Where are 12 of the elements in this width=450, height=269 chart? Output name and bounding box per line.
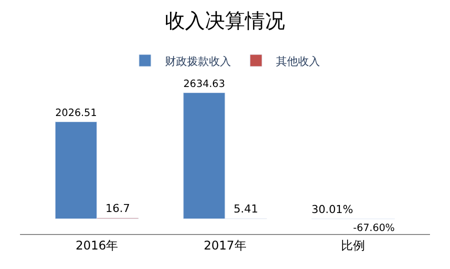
x-tick-label: 2017年: [204, 238, 246, 252]
chart-title: 收入决算情况: [165, 8, 285, 32]
data-label: -67.60%: [353, 222, 395, 234]
x-tick-label: 2016年: [76, 238, 118, 252]
data-label: 16.7: [105, 202, 130, 216]
data-label: 5.41: [234, 202, 258, 216]
x-tick-label: 比例: [341, 238, 366, 252]
data-label: 2634.63: [183, 78, 225, 90]
legend-label: 财政拨款收入: [165, 54, 231, 68]
legend-label: 其他收入: [276, 54, 320, 68]
data-label: 30.01%: [312, 202, 354, 216]
data-label: 2026.51: [55, 108, 97, 120]
